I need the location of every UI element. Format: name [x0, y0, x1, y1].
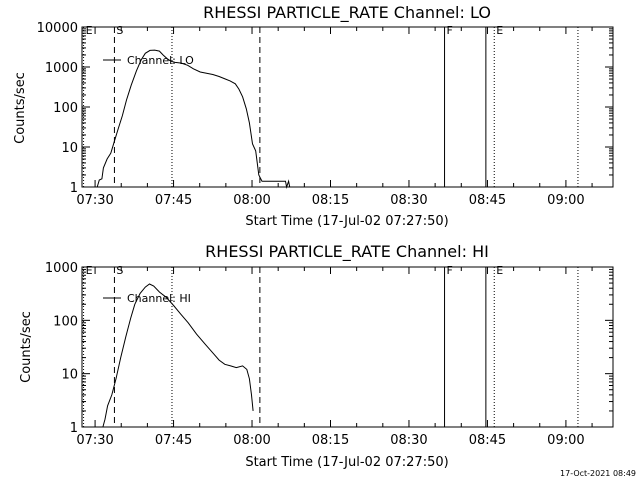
- x-tick-label: 08:45: [469, 193, 506, 208]
- y-tick-label: 100: [53, 314, 78, 329]
- event-marker-label: E: [496, 24, 503, 37]
- x-tick-label: 08:00: [233, 433, 270, 448]
- y-tick-label: 100: [53, 101, 78, 116]
- plot-frame: [81, 26, 614, 188]
- x-tick-label: 08:30: [390, 433, 427, 448]
- chart-panel-hi: RHESSI PARTICLE_RATE Channel: HI Start T…: [19, 242, 614, 470]
- chart-title: RHESSI PARTICLE_RATE Channel: HI: [205, 242, 489, 262]
- series-line: [96, 49, 291, 189]
- x-tick-label: 09:00: [547, 193, 584, 208]
- x-axis-label: Start Time (17-Jul-02 07:27:50): [245, 214, 448, 229]
- event-marker-label: E: [496, 264, 503, 277]
- x-axis-label: Start Time (17-Jul-02 07:27:50): [245, 455, 448, 470]
- x-tick-label: 08:15: [312, 433, 349, 448]
- legend: Channel: HI: [103, 292, 191, 305]
- chart-title: RHESSI PARTICLE_RATE Channel: LO: [203, 3, 491, 23]
- y-axis-label: Counts/sec: [13, 72, 28, 144]
- timestamp: 17-Oct-2021 08:49: [560, 469, 636, 478]
- x-tick-label: 09:00: [547, 433, 584, 448]
- x-tick-label: 07:45: [155, 433, 192, 448]
- x-tick-label: 08:30: [390, 193, 427, 208]
- y-axis-label: Counts/sec: [19, 311, 34, 383]
- x-tick-label: 08:45: [469, 433, 506, 448]
- y-tick-label: 10: [61, 368, 78, 383]
- y-tick-label: 10000: [37, 21, 78, 36]
- x-tick-label: 07:45: [155, 193, 192, 208]
- event-marker-label: S: [116, 24, 123, 37]
- x-tick-label: 07:30: [76, 193, 113, 208]
- event-marker-label: F: [447, 264, 453, 277]
- x-tick-label: 07:30: [76, 433, 113, 448]
- chart-panel-lo: RHESSI PARTICLE_RATE Channel: LO Start T…: [13, 3, 614, 229]
- legend-label: Channel: LO: [127, 54, 194, 67]
- plot-frame: [81, 266, 614, 428]
- x-tick-label: 08:00: [233, 193, 270, 208]
- x-tick-label: 08:15: [312, 193, 349, 208]
- event-marker-label: F: [447, 24, 453, 37]
- event-marker-label: E: [86, 264, 93, 277]
- series-line: [102, 283, 254, 428]
- legend: Channel: LO: [103, 54, 194, 67]
- legend-label: Channel: HI: [127, 292, 191, 305]
- event-marker-label: E: [86, 24, 93, 37]
- event-marker-label: S: [116, 264, 123, 277]
- y-tick-label: 1: [70, 181, 78, 196]
- y-tick-label: 1: [70, 421, 78, 436]
- y-tick-label: 1000: [45, 61, 78, 76]
- y-tick-label: 10: [61, 141, 78, 156]
- y-tick-label: 1000: [45, 261, 78, 276]
